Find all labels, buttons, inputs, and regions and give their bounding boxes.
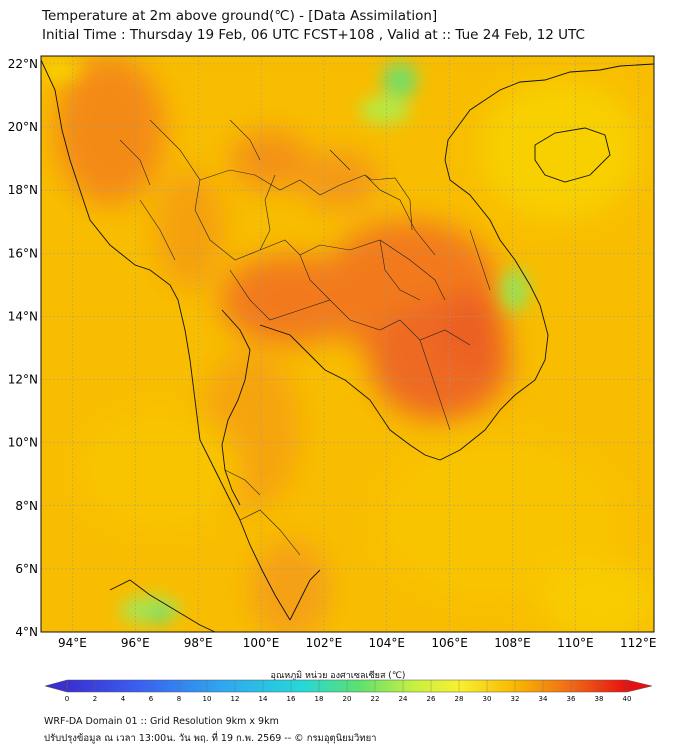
colorbar-tick-label: 36: [567, 695, 576, 703]
axis-labels: 22°N 20°N 18°N 16°N 14°N 12°N 10°N 8°N 6°N 4°N 94°…: [8, 57, 657, 650]
colorbar-tick-label: 12: [231, 695, 240, 703]
map-frame: [40, 55, 655, 633]
map-gridlines: [41, 56, 654, 632]
colorbar-low-extension: [44, 679, 68, 693]
lon-tick-label: 96°E: [121, 636, 150, 650]
colorbar-tick-label: 26: [427, 695, 436, 703]
colorbar-tick-label: 4: [121, 695, 126, 703]
colorbar-tick-label: 6: [149, 695, 154, 703]
lon-tick-label: 98°E: [184, 636, 213, 650]
colorbar-tick-label: 20: [343, 695, 352, 703]
lon-tick-label: 94°E: [58, 636, 87, 650]
lat-tick-label: 6°N: [15, 562, 38, 576]
lat-tick-label: 8°N: [15, 499, 38, 513]
lat-tick-label: 16°N: [8, 246, 38, 260]
lat-tick-label: 22°N: [8, 57, 38, 71]
colorbar-title: อุณหภูมิ หน่วย องศาเซลเซียส (℃): [270, 671, 406, 681]
colorbar-tick-label: 10: [203, 695, 212, 703]
lat-tick-label: 20°N: [8, 120, 38, 134]
colorbar-tick-label: 8: [177, 695, 181, 703]
lon-tick-label: 106°E: [431, 636, 468, 650]
map-title: Temperature at 2m above ground(℃) - [Dat…: [42, 8, 438, 24]
lat-tick-label: 10°N: [8, 436, 38, 450]
lat-tick-label: 14°N: [8, 309, 38, 323]
colorbar-tick-label: 22: [371, 695, 380, 703]
temperature-field: [41, 56, 654, 632]
lon-tick-label: 100°E: [243, 636, 280, 650]
lon-tick-label: 110°E: [557, 636, 594, 650]
lat-tick-label: 4°N: [15, 625, 38, 639]
colorbar-tick-label: 24: [399, 695, 408, 703]
colorbar-tick-label: 14: [259, 695, 268, 703]
colorbar-ticks: 0 2 4 6 8 10 12 14 16 18 20 22 24 26 28 30 32 34 36 38 40: [65, 680, 632, 703]
lat-tick-label: 18°N: [8, 183, 38, 197]
colorbar-tick-label: 30: [483, 695, 492, 703]
coastlines-and-borders: [41, 59, 654, 632]
footer-update-info: ปรับปรุงข้อมูล ณ เวลา 13:00น. วัน พฤ. ที…: [44, 733, 377, 744]
lat-tick-label: 12°N: [8, 373, 38, 387]
colorbar-tick-label: 18: [315, 695, 324, 703]
map-subtitle: Initial Time : Thursday 19 Feb, 06 UTC F…: [42, 27, 585, 43]
lon-tick-label: 104°E: [369, 636, 406, 650]
colorbar-tick-label: 0: [65, 695, 69, 703]
province-borders: [119, 119, 491, 556]
lon-tick-label: 108°E: [494, 636, 531, 650]
colorbar-tick-label: 40: [623, 695, 632, 703]
colorbar-tick-label: 34: [539, 695, 548, 703]
lon-tick-label: 102°E: [306, 636, 343, 650]
colorbar-tick-label: 32: [511, 695, 520, 703]
footer-model-info: WRF-DA Domain 01 :: Grid Resolution 9km …: [44, 716, 279, 727]
colorbar-high-extension: [626, 679, 653, 693]
colorbar-tick-label: 28: [455, 695, 464, 703]
lon-tick-label: 112°E: [620, 636, 657, 650]
colorbar-tick-label: 38: [595, 695, 604, 703]
colorbar-tick-label: 2: [93, 695, 97, 703]
colorbar-tick-label: 16: [287, 695, 296, 703]
